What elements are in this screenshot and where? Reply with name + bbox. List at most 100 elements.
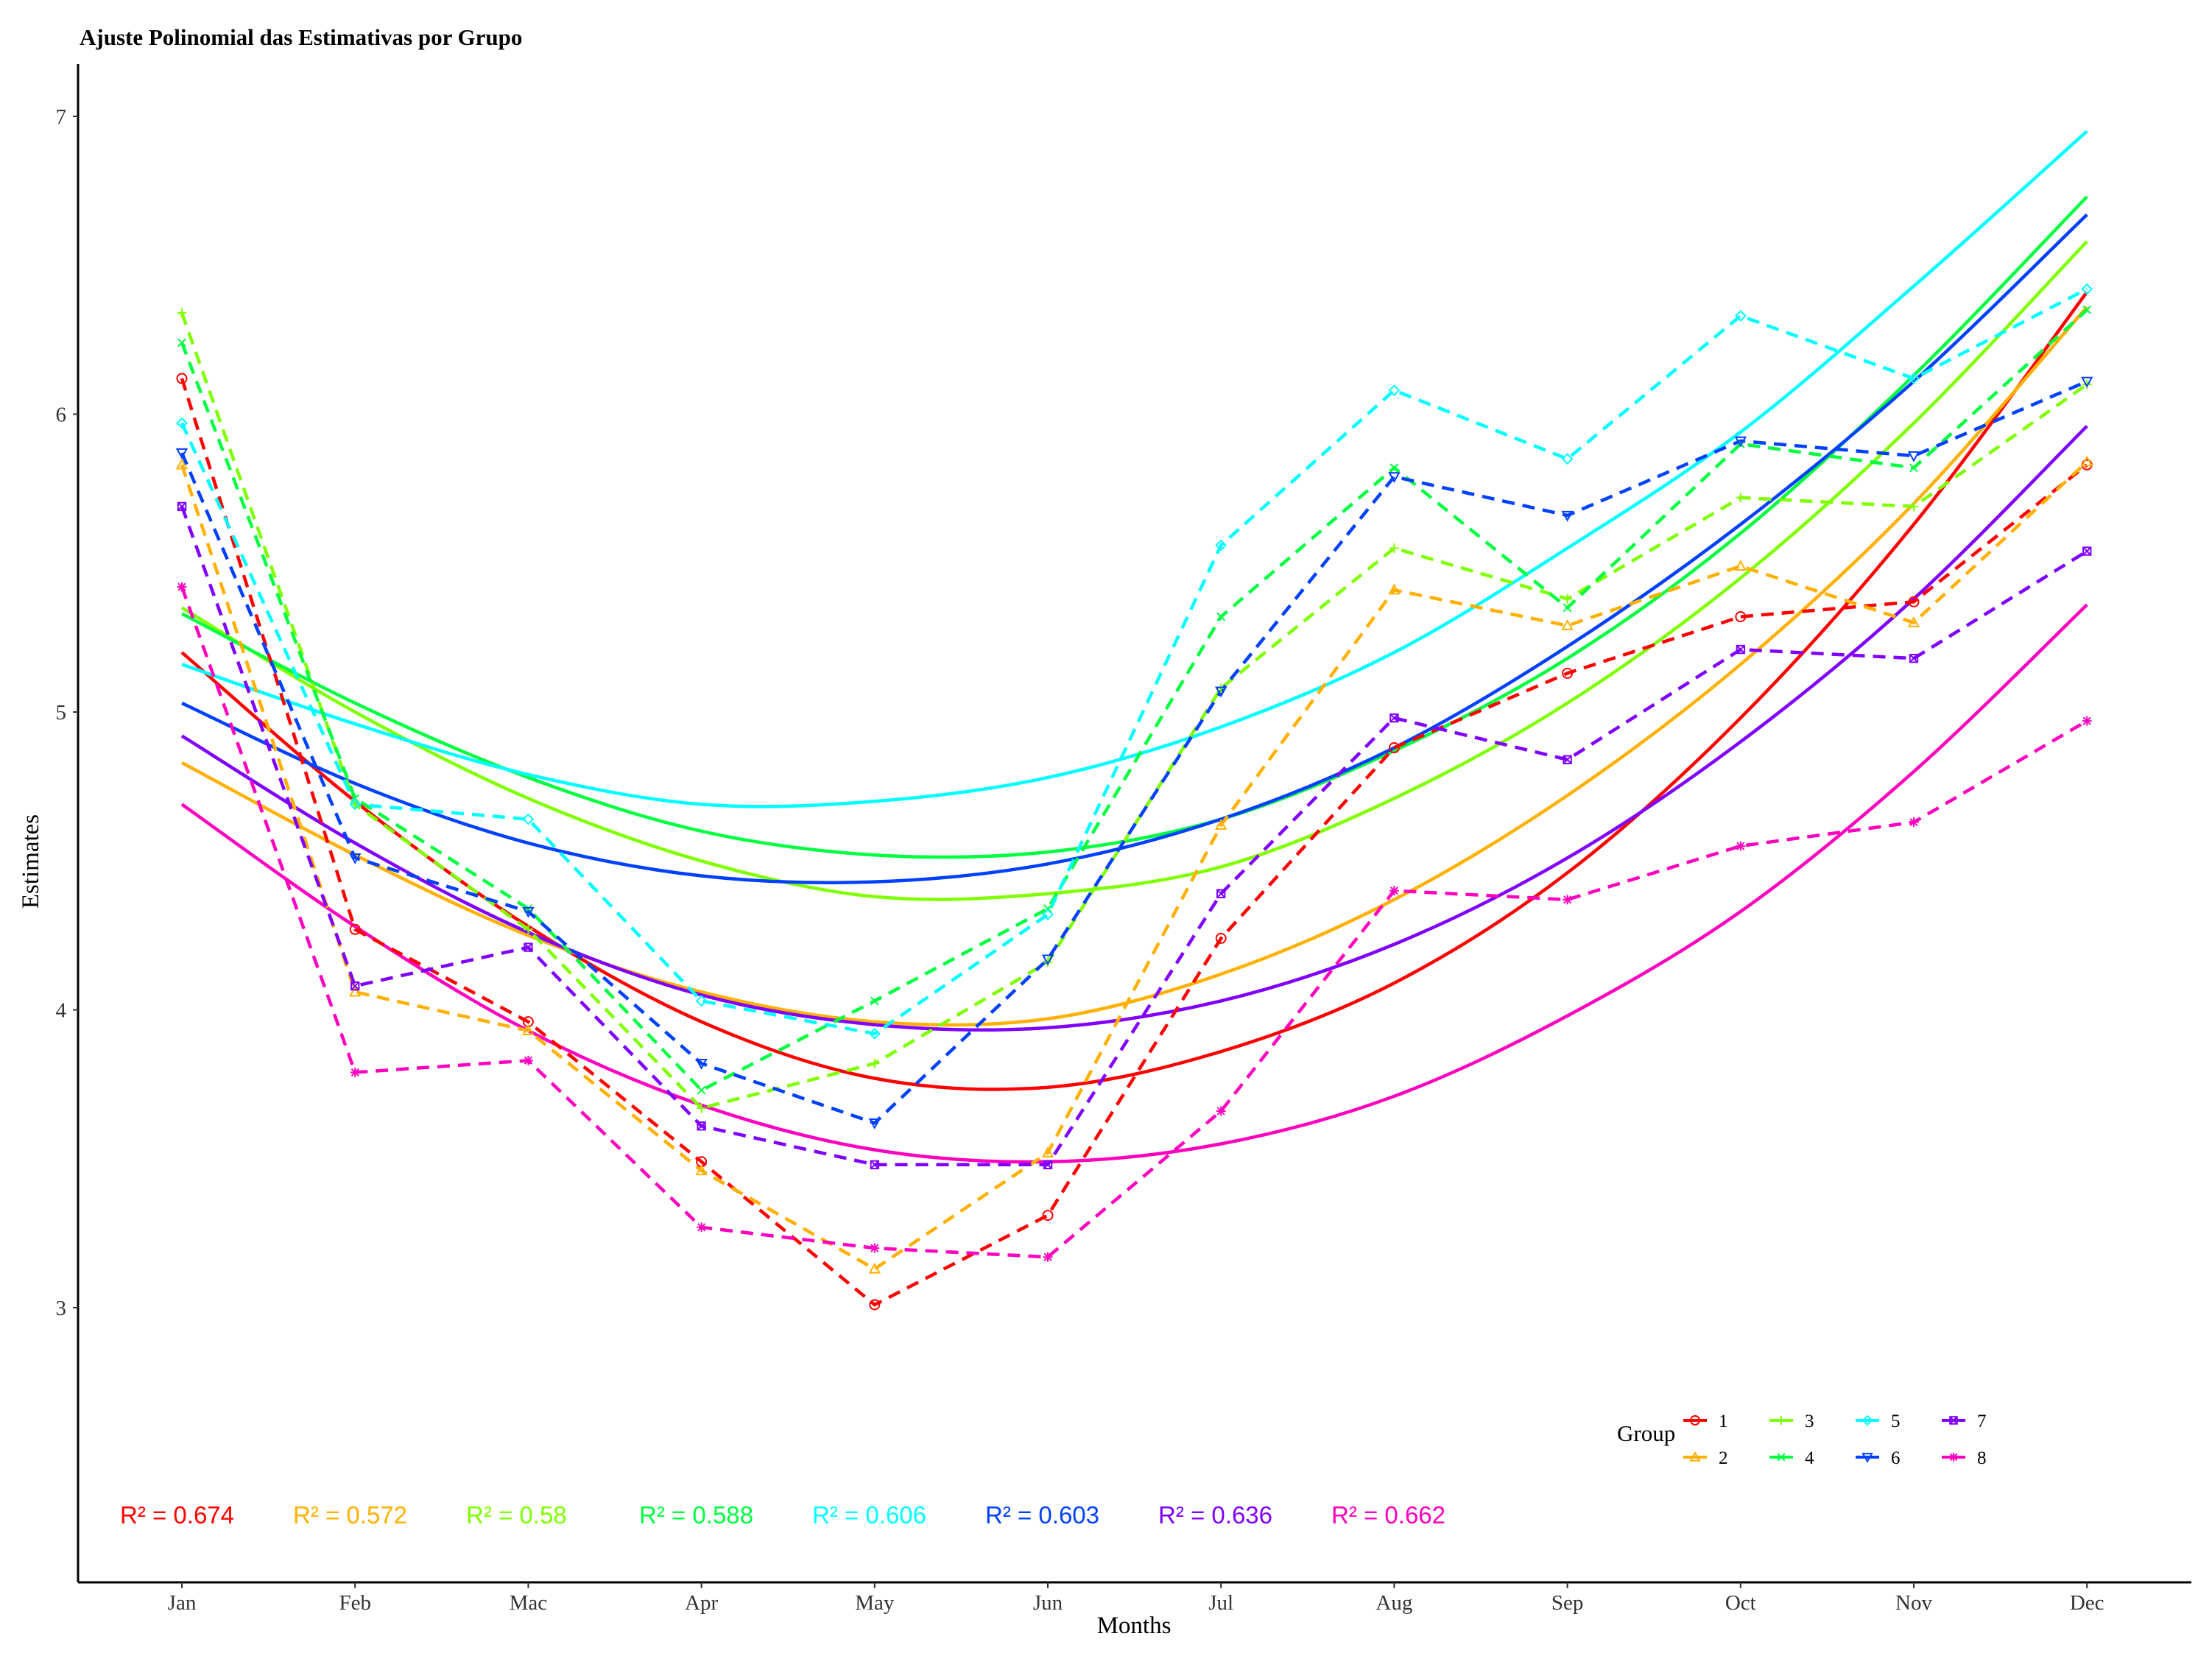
- point-group-5-Feb: [349, 798, 362, 811]
- point-group-2-Jan: [175, 458, 189, 470]
- r2-label-group-3: R² = 0.58: [466, 1501, 567, 1529]
- legend-label-group-4: 4: [1805, 1448, 1814, 1468]
- legend-label-group-3: 3: [1805, 1412, 1814, 1431]
- point-group-5-Jan: [176, 417, 188, 429]
- y-tick-label-7: 7: [56, 105, 67, 129]
- x-tick-label-Sep: Sep: [1551, 1591, 1584, 1615]
- point-group-6-Nov: [1907, 451, 1920, 462]
- point-group-6-Sep: [1561, 510, 1574, 522]
- point-group-1-Jun: [1042, 1210, 1054, 1222]
- point-group-8-Dec: [2082, 716, 2092, 726]
- point-group-4-Nov: [1909, 463, 1918, 473]
- point-group-5-Nov: [1908, 373, 1920, 384]
- r2-label-group-1: R² = 0.674: [120, 1501, 234, 1529]
- point-group-8-Jan: [177, 582, 187, 592]
- legend-title: Group: [1617, 1420, 1675, 1446]
- r2-labels: R² = 0.674 R² = 0.572 R² = 0.58 R² = 0.588 R…: [120, 1501, 1445, 1529]
- y-tick-label-3: 3: [56, 1297, 67, 1320]
- point-group-2-Aug: [1388, 583, 1401, 595]
- legend-key-group-3: 3: [1769, 1412, 1814, 1431]
- point-group-3-Oct: [1736, 493, 1746, 503]
- legend-key-group-5: 5: [1856, 1412, 1901, 1431]
- point-group-2-Oct: [1734, 560, 1747, 571]
- r2-label-group-5: R² = 0.606: [812, 1501, 926, 1529]
- point-group-6-Mac: [522, 906, 535, 918]
- y-tick-label-5: 5: [56, 701, 67, 725]
- point-group-4-Aug: [1389, 463, 1399, 473]
- legend-marker-group-1: [1690, 1415, 1700, 1425]
- r2-label-group-7: R² = 0.636: [1158, 1501, 1272, 1529]
- point-group-5-Jun: [1042, 909, 1054, 920]
- point-group-5-Sep: [1561, 453, 1574, 465]
- r2-label-group-2: R² = 0.572: [293, 1501, 407, 1529]
- point-group-8-Aug: [1389, 886, 1399, 896]
- fit-curve-group-3: [180, 240, 2088, 901]
- point-group-7-Aug: [1389, 713, 1399, 723]
- legend-marker-group-3: [1777, 1416, 1786, 1425]
- point-group-5-Mac: [522, 813, 535, 825]
- point-group-2-Mac: [522, 1024, 535, 1036]
- point-group-8-Sep: [1563, 895, 1573, 905]
- x-tick-label-Jun: Jun: [1033, 1591, 1063, 1615]
- point-group-8-May: [870, 1243, 880, 1253]
- y-axis-label: Estimates: [18, 814, 44, 909]
- series-line-group-4: [180, 309, 2088, 1093]
- point-group-8-Feb: [350, 1067, 360, 1077]
- x-tick-label-Jan: Jan: [168, 1591, 197, 1615]
- point-group-3-May: [870, 1058, 880, 1068]
- x-tick-label-Jul: Jul: [1208, 1591, 1233, 1615]
- point-group-6-Jun: [1041, 954, 1054, 966]
- x-tick-label-Aug: Aug: [1376, 1591, 1412, 1615]
- x-tick-label-Nov: Nov: [1895, 1591, 1932, 1615]
- point-group-7-Apr: [697, 1121, 706, 1131]
- series-line-group-8: [180, 586, 2088, 1259]
- x-tick-label-Apr: Apr: [685, 1591, 718, 1615]
- point-group-2-Nov: [1907, 616, 1920, 627]
- point-group-1-Dec: [2081, 459, 2093, 471]
- r2-label-group-4: R² = 0.588: [639, 1501, 753, 1529]
- series-line-group-7: [180, 506, 2088, 1167]
- legend-marker-group-7: [1949, 1416, 1958, 1425]
- point-group-6-Feb: [349, 853, 362, 864]
- point-group-5-Aug: [1388, 384, 1401, 397]
- x-axis-label: Months: [1097, 1613, 1172, 1639]
- point-group-7-Nov: [1909, 653, 1919, 663]
- x-ticks: Jan Feb Mac Apr May Jun Jul Aug Sep Oct Nov Dec: [168, 1582, 2104, 1615]
- series-markers: [175, 283, 2093, 1311]
- point-group-1-Feb: [349, 923, 361, 935]
- point-group-1-Jan: [176, 373, 188, 384]
- legend-label-group-2: 2: [1719, 1448, 1728, 1468]
- x-tick-label-Dec: Dec: [2070, 1591, 2104, 1615]
- point-group-6-May: [868, 1118, 881, 1129]
- fit-curve-group-1: [180, 291, 2089, 1091]
- legend-key-group-8: 8: [1942, 1448, 1987, 1468]
- point-group-7-May: [870, 1160, 879, 1170]
- point-group-3-Feb: [350, 799, 360, 809]
- series-line-group-6: [180, 379, 2088, 1125]
- series-line-group-1: [180, 378, 2088, 1307]
- x-tick-label-Feb: Feb: [339, 1591, 371, 1615]
- point-group-2-May: [868, 1262, 881, 1274]
- legend-marker-group-4: [1777, 1453, 1786, 1462]
- legend-label-group-5: 5: [1891, 1412, 1901, 1431]
- point-group-4-Apr: [697, 1085, 706, 1095]
- y-tick-label-6: 6: [56, 403, 67, 427]
- r2-label-group-6: R² = 0.603: [985, 1501, 1099, 1529]
- point-group-4-Dec: [2082, 306, 2092, 314]
- point-group-2-Jun: [1041, 1146, 1054, 1157]
- point-group-5-May: [868, 1027, 881, 1040]
- point-group-4-Sep: [1563, 603, 1572, 613]
- legend-key-group-2: 2: [1683, 1448, 1728, 1468]
- point-group-3-Mac: [523, 924, 533, 934]
- point-group-5-Apr: [695, 995, 708, 1007]
- point-group-1-Jul: [1215, 932, 1227, 944]
- fit-curve-group-6: [181, 213, 2088, 884]
- point-group-4-May: [870, 996, 879, 1006]
- point-group-4-Jun: [1043, 904, 1052, 913]
- point-group-4-Jan: [177, 338, 186, 348]
- series-line-group-2: [180, 460, 2088, 1272]
- legend-label-group-1: 1: [1719, 1412, 1728, 1431]
- fit-curve-group-8: [180, 603, 2088, 1164]
- axes: [77, 64, 2191, 1584]
